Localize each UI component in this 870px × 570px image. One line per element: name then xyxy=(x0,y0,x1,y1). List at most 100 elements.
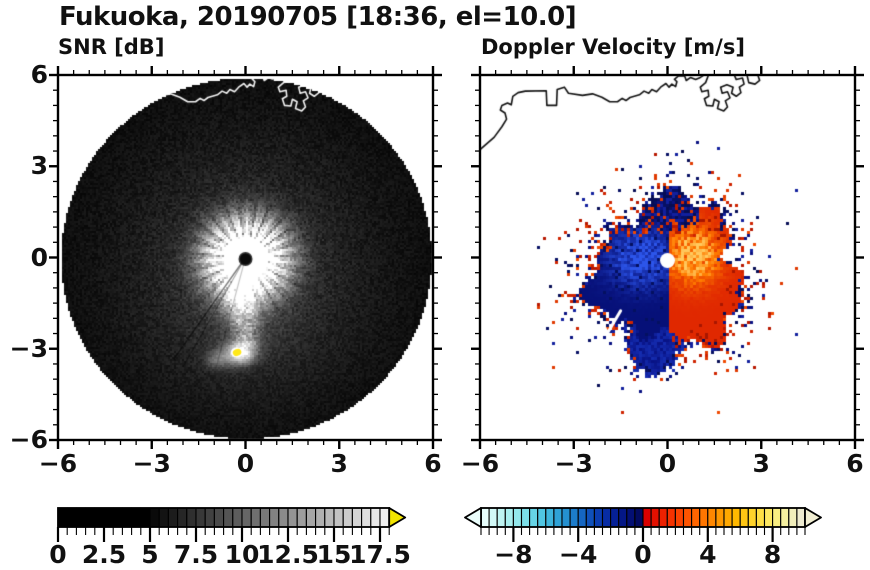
velocity-colorbar-segment xyxy=(634,507,644,528)
velocity-colorbar-segment xyxy=(674,507,685,528)
snr-colorbar-tick-label: 15 xyxy=(316,540,352,569)
snr-colorbar-segment xyxy=(370,507,381,528)
snr-colorbar-tick-label: 10 xyxy=(224,540,260,569)
velocity-colorbar-under-arrow xyxy=(464,507,482,528)
velocity-x-tick-label: 0 xyxy=(658,449,677,478)
snr-colorbar-segment xyxy=(112,507,123,528)
velocity-colorbar-segment xyxy=(682,507,693,528)
snr-colorbar-segment xyxy=(333,507,344,528)
velocity-colorbar-segment xyxy=(707,507,717,528)
snr-colorbar-segment xyxy=(351,507,363,528)
snr-y-tick-label: 6 xyxy=(30,59,48,89)
snr-colorbar-segment xyxy=(361,507,372,528)
snr-x-tick-label: 3 xyxy=(330,449,348,478)
snr-y-tick-label: 0 xyxy=(30,242,48,272)
snr-colorbar-segment xyxy=(250,507,261,528)
snr-colorbar-segment xyxy=(241,507,252,528)
snr-y-tick-label: −6 xyxy=(9,425,48,454)
velocity-colorbar-segment xyxy=(772,507,782,528)
velocity-colorbar-segment xyxy=(731,507,741,528)
snr-colorbar-segment xyxy=(66,507,77,528)
velocity-colorbar-outline xyxy=(480,507,806,528)
snr-colorbar-segment xyxy=(324,507,335,528)
snr-ppi-image xyxy=(58,75,433,440)
snr-colorbar-segment xyxy=(167,507,179,528)
velocity-colorbar-segment xyxy=(763,507,774,528)
velocity-colorbar-segment xyxy=(537,507,547,528)
velocity-colorbar-segment xyxy=(666,507,676,528)
velocity-colorbar-segment xyxy=(723,507,733,528)
snr-colorbar-segment xyxy=(186,507,197,528)
velocity-colorbar-segment xyxy=(520,507,531,528)
snr-colorbar-segment xyxy=(269,507,280,528)
velocity-colorbar-segment xyxy=(739,507,749,528)
snr-colorbar-segment xyxy=(305,507,317,528)
velocity-colorbar-tick-label: 4 xyxy=(699,540,717,569)
snr-colorbar-tick-label: 5 xyxy=(141,540,159,569)
snr-colorbar-segment xyxy=(259,507,271,528)
velocity-x-tick-label: −3 xyxy=(554,449,593,478)
velocity-colorbar-segment xyxy=(480,507,490,528)
snr-colorbar-segment xyxy=(121,507,133,528)
snr-x-tick-label: 6 xyxy=(424,449,442,478)
velocity-x-tick-label: 6 xyxy=(846,449,864,478)
snr-colorbar-tick-label: 17.5 xyxy=(349,540,411,569)
snr-colorbar-segment xyxy=(223,507,234,528)
velocity-colorbar-segment xyxy=(715,507,725,528)
velocity-colorbar-segment xyxy=(788,507,798,528)
velocity-panel-title: Doppler Velocity [m/s] xyxy=(481,35,745,59)
velocity-colorbar-segment xyxy=(553,507,563,528)
snr-colorbar-segment xyxy=(232,507,243,528)
snr-colorbar-segment xyxy=(287,507,298,528)
snr-colorbar-segment xyxy=(149,507,160,528)
snr-x-tick-label: 0 xyxy=(236,449,255,478)
snr-x-tick-label: −3 xyxy=(132,449,171,478)
snr-y-tick-label: 3 xyxy=(30,151,48,181)
velocity-colorbar-segment xyxy=(691,507,701,528)
snr-colorbar-segment xyxy=(131,507,142,528)
snr-colorbar-segment xyxy=(103,507,114,528)
velocity-colorbar-segment xyxy=(626,507,636,528)
snr-y-tick-label: −3 xyxy=(9,333,48,363)
velocity-colorbar-segment xyxy=(569,507,579,528)
snr-colorbar-segment xyxy=(278,507,289,528)
snr-colorbar-segment xyxy=(213,507,225,528)
velocity-colorbar-segment xyxy=(488,507,498,528)
velocity-colorbar-segment xyxy=(529,507,539,528)
velocity-colorbar-segment xyxy=(610,507,620,528)
snr-colorbar-segment xyxy=(94,507,105,528)
velocity-x-tick-label: 3 xyxy=(752,449,770,478)
velocity-colorbar-segment xyxy=(512,507,523,528)
velocity-colorbar-segment xyxy=(545,507,555,528)
velocity-colorbar-segment xyxy=(796,507,806,528)
velocity-colorbar-segment xyxy=(496,507,506,528)
velocity-colorbar-tick-label: −4 xyxy=(559,540,598,569)
snr-colorbar-segment xyxy=(379,507,390,528)
snr-colorbar-tick-label: 7.5 xyxy=(173,540,219,569)
velocity-colorbar-segment xyxy=(642,507,652,528)
snr-panel-title: SNR [dB] xyxy=(58,35,165,59)
snr-colorbar-segment xyxy=(140,507,151,528)
snr-colorbar-over-arrow xyxy=(388,507,407,528)
velocity-colorbar-segment xyxy=(593,507,604,528)
velocity-colorbar-segment xyxy=(504,507,514,528)
snr-colorbar-segment xyxy=(158,507,169,528)
snr-colorbar-segment xyxy=(85,507,96,528)
snr-colorbar-segment xyxy=(195,507,206,528)
figure-title: Fukuoka, 20190705 [18:36, el=10.0] xyxy=(59,2,577,32)
snr-colorbar-segment xyxy=(177,507,188,528)
velocity-colorbar-over-arrow xyxy=(804,507,822,528)
velocity-colorbar-segment xyxy=(650,507,660,528)
snr-colorbar-outline xyxy=(57,507,391,528)
velocity-colorbar-segment xyxy=(601,507,612,528)
snr-colorbar-tick-label: 2.5 xyxy=(81,540,127,569)
velocity-colorbar-segment xyxy=(618,507,628,528)
snr-colorbar-segment xyxy=(315,507,326,528)
snr-colorbar-tick-label: 12.5 xyxy=(257,540,319,569)
velocity-colorbar-tick-label: −8 xyxy=(494,540,533,569)
velocity-colorbar-segment xyxy=(747,507,757,528)
snr-colorbar-segment xyxy=(57,507,68,528)
velocity-ppi-image xyxy=(480,75,855,440)
velocity-colorbar-segment xyxy=(577,507,587,528)
